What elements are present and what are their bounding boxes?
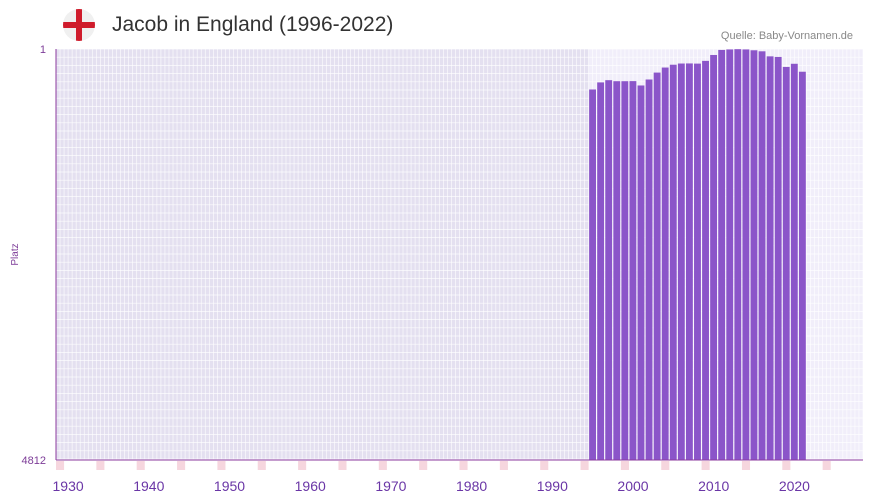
- marker-1944: [177, 461, 186, 470]
- x-tick-1980: 1980: [456, 478, 487, 494]
- marker-1969: [378, 461, 387, 470]
- y-tick-bottom: 4812: [22, 455, 46, 467]
- marker-1979: [459, 461, 468, 470]
- year-markers: [56, 461, 831, 470]
- bar-2005: [669, 64, 677, 460]
- bar-2016: [758, 51, 766, 461]
- marker-2009: [701, 461, 710, 470]
- source-credit: Quelle: Baby-Vornamen.de: [720, 30, 853, 42]
- marker-2014: [741, 461, 751, 470]
- marker-1929: [56, 461, 65, 470]
- y-axis-label: Platz: [10, 243, 21, 265]
- x-tick-1990: 1990: [537, 478, 568, 494]
- bar-2021: [798, 71, 806, 460]
- x-tick-2000: 2000: [617, 478, 648, 494]
- y-tick-top: 1: [40, 44, 46, 56]
- bar-1996: [597, 82, 605, 460]
- bar-2019: [782, 66, 790, 461]
- marker-1934: [96, 461, 105, 470]
- bar-2014: [742, 49, 750, 460]
- bars: [589, 49, 806, 461]
- marker-1964: [338, 461, 347, 470]
- marker-1999: [620, 461, 629, 470]
- x-tick-1960: 1960: [295, 478, 326, 494]
- bar-2012: [726, 49, 734, 460]
- marker-1984: [499, 461, 508, 470]
- x-tick-1950: 1950: [214, 478, 245, 494]
- bar-1995: [589, 89, 596, 460]
- bar-2011: [718, 49, 726, 460]
- bar-1999: [621, 81, 629, 460]
- marker-2004: [661, 461, 670, 470]
- marker-1949: [217, 461, 226, 470]
- x-tick-1970: 1970: [375, 478, 406, 494]
- bar-2006: [677, 63, 685, 460]
- bar-2013: [734, 49, 742, 460]
- marker-1939: [136, 461, 145, 470]
- bar-2009: [702, 60, 709, 460]
- bar-2017: [766, 56, 774, 460]
- marker-1974: [419, 461, 428, 470]
- chart-title: Jacob in England (1996-2022): [112, 13, 394, 36]
- bar-2007: [685, 63, 693, 461]
- x-tick-1940: 1940: [133, 478, 164, 494]
- marker-2019: [782, 461, 791, 470]
- bar-2000: [629, 81, 637, 460]
- bar-2008: [694, 63, 701, 460]
- bar-2004: [661, 67, 669, 460]
- x-tick-2010: 2010: [698, 478, 729, 494]
- bar-1997: [605, 80, 613, 460]
- marker-1994: [580, 461, 589, 470]
- marker-2024: [822, 461, 831, 470]
- bar-2003: [653, 72, 661, 461]
- x-tick-2020: 2020: [779, 478, 810, 494]
- bar-2018: [774, 56, 782, 461]
- marker-1954: [257, 461, 266, 470]
- grid: [55, 48, 864, 460]
- bar-2010: [710, 54, 718, 461]
- marker-1989: [540, 461, 549, 470]
- bar-1998: [613, 81, 621, 460]
- england-flag-icon: [63, 9, 95, 41]
- bar-2020: [790, 63, 798, 460]
- bar-2002: [645, 79, 653, 460]
- marker-1959: [298, 461, 307, 470]
- x-tick-1930: 1930: [53, 478, 84, 494]
- bar-2001: [637, 85, 645, 461]
- bar-2015: [750, 50, 758, 461]
- x-ticks: 1930 1940 1950 1960 1970 1980 1990 2000 2010 2020: [53, 478, 811, 494]
